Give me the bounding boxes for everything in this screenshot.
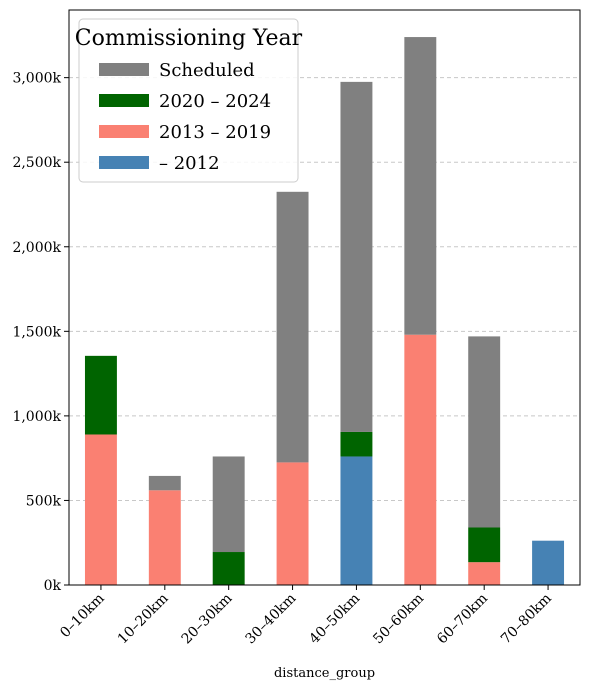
legend-swatch [99,156,149,169]
y-tick-label: 3,000k [12,71,61,87]
legend-entry: – 2012 [159,153,220,174]
y-tick-label: 1,500k [12,324,61,340]
x-tick-label: 40–50km [306,591,363,648]
bar-segment [340,456,373,585]
legend-box [78,18,299,183]
y-axis: 0k 500k 1,000k 1,500k 2,000k 2,500k 3,000k [12,71,69,594]
bar-segment [276,462,309,585]
x-tick-label: 0–10km [57,591,108,642]
bar-segment [84,434,117,585]
legend-entry: 2013 – 2019 [159,122,271,143]
bar-segment [276,191,309,463]
legend: Commissioning Year Scheduled 2020 – 2024 20… [75,18,303,183]
plot-frame [68,9,581,586]
x-tick-label: 60–70km [434,591,491,648]
y-tick-label: 1,000k [12,409,61,425]
legend-swatch [99,125,149,138]
bar-segment [468,336,501,528]
x-tick-label: 30–40km [243,591,300,648]
bar-segment [212,456,245,553]
legend-swatch [99,63,149,76]
bar-segment [340,431,373,457]
legend-swatch [99,94,149,107]
legend-entry: 2020 – 2024 [159,91,271,112]
legend-title: Commissioning Year [75,26,303,51]
x-tick-label: 20–30km [179,591,236,648]
bar-segment [148,490,181,585]
y-tick-label: 0k [44,578,62,594]
bars-layer [84,37,565,585]
bar-segment [340,81,373,432]
y-tick-label: 2,000k [12,240,61,256]
bar-segment [532,540,565,585]
bar-segment [84,355,117,435]
x-axis-label: distance_group [274,666,375,681]
y-tick-label: 500k [26,493,62,509]
bar-segment [148,475,181,491]
bar-segment [404,334,437,585]
bar-segment [468,562,501,585]
x-tick-label: 70–80km [498,591,555,648]
legend-entry: Scheduled [159,60,255,81]
bar-segment [468,527,501,563]
bar-segment [212,552,245,585]
bar-segment [404,37,437,335]
x-tick-label: 50–60km [370,591,427,648]
x-axis: 0–10km 10–20km 20–30km 30–40km 40–50km 50–60k… [57,585,555,647]
x-tick-label: 10–20km [115,591,172,648]
y-tick-label: 2,500k [12,155,61,171]
